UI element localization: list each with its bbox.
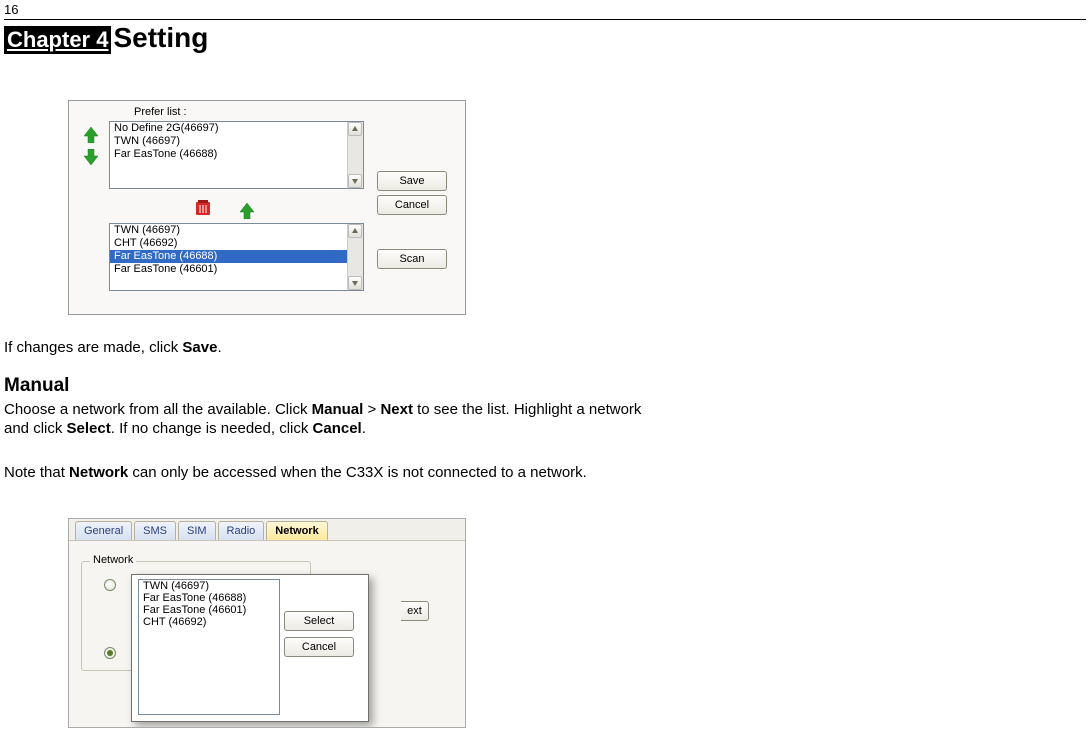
text-bold: Select — [67, 420, 111, 437]
radio-option-2[interactable] — [104, 647, 116, 659]
text: . If no change is needed, click — [111, 420, 313, 437]
prefer-list-label: Prefer list : — [134, 106, 187, 118]
paragraph: If changes are made, click Save. — [4, 338, 644, 357]
list-item[interactable]: No Define 2G(46697) — [110, 122, 363, 135]
text: Choose a network from all the available.… — [4, 401, 312, 418]
add-up-button[interactable] — [240, 203, 254, 219]
paragraph: Choose a network from all the available.… — [4, 400, 644, 438]
move-up-button[interactable] — [84, 127, 98, 143]
text: Note that — [4, 464, 69, 481]
scrollbar[interactable] — [347, 122, 363, 188]
text-bold: Next — [380, 401, 413, 418]
chapter-header: Chapter 4 Setting — [4, 22, 208, 54]
list-item[interactable]: Far EasTone (46601) — [139, 604, 279, 616]
network-select-popup: TWN (46697)Far EasTone (46688)Far EasTon… — [131, 574, 369, 722]
text: If changes are made, click — [4, 339, 182, 356]
text: . — [217, 339, 221, 356]
arrow-up-icon — [240, 203, 254, 219]
list-item[interactable]: TWN (46697) — [139, 580, 279, 592]
chapter-label: Chapter 4 — [4, 26, 111, 54]
manual-heading: Manual — [4, 374, 644, 398]
tab-radio[interactable]: Radio — [218, 521, 265, 540]
arrow-up-icon — [84, 127, 98, 143]
select-button[interactable]: Select — [284, 611, 354, 631]
list-item[interactable]: Far EasTone (46688) — [110, 250, 363, 263]
popup-listbox[interactable]: TWN (46697)Far EasTone (46688)Far EasTon… — [138, 579, 280, 715]
text-bold: Network — [69, 464, 128, 481]
delete-icon — [194, 199, 212, 217]
tab-network[interactable]: Network — [266, 521, 327, 540]
page-number: 16 — [4, 2, 18, 17]
list-item[interactable]: Far EasTone (46688) — [110, 148, 363, 161]
network-tab-dialog: GeneralSMSSIMRadioNetwork Network ext TW… — [68, 518, 466, 728]
list-item[interactable]: Far EasTone (46601) — [110, 263, 363, 276]
tab-sms[interactable]: SMS — [134, 521, 176, 540]
transfer-buttons — [194, 199, 254, 222]
move-down-button[interactable] — [84, 149, 98, 165]
list-item[interactable]: TWN (46697) — [110, 135, 363, 148]
text: can only be accessed when the C33X is no… — [128, 464, 587, 481]
next-button-fragment[interactable]: ext — [401, 601, 429, 621]
paragraph: Note that Network can only be accessed w… — [4, 463, 644, 482]
scroll-down-icon[interactable] — [348, 174, 362, 188]
text-bold: Cancel — [313, 420, 362, 437]
available-listbox[interactable]: TWN (46697)CHT (46692)Far EasTone (46688… — [109, 223, 364, 291]
fieldset-label: Network — [90, 554, 136, 566]
scroll-down-icon[interactable] — [348, 276, 362, 290]
list-item[interactable]: CHT (46692) — [139, 616, 279, 628]
remove-button[interactable] — [194, 199, 212, 222]
prefer-listbox[interactable]: No Define 2G(46697)TWN (46697)Far EasTon… — [109, 121, 364, 189]
list-item[interactable]: Far EasTone (46688) — [139, 592, 279, 604]
cancel-button[interactable]: Cancel — [284, 637, 354, 657]
prefer-list-dialog: Prefer list : No Define 2G(46697)TWN (46… — [68, 100, 466, 315]
list-item[interactable]: TWN (46697) — [110, 224, 363, 237]
scroll-up-icon[interactable] — [348, 122, 362, 136]
scroll-up-icon[interactable] — [348, 224, 362, 238]
tab-general[interactable]: General — [75, 521, 132, 540]
text-bold: Save — [182, 339, 217, 356]
arrow-down-icon — [84, 149, 98, 165]
radio-option-1[interactable] — [104, 579, 116, 591]
cancel-button[interactable]: Cancel — [377, 195, 447, 215]
save-button[interactable]: Save — [377, 171, 447, 191]
text: > — [363, 401, 380, 418]
list-item[interactable]: CHT (46692) — [110, 237, 363, 250]
tab-bar: GeneralSMSSIMRadioNetwork — [69, 519, 465, 541]
scan-button[interactable]: Scan — [377, 249, 447, 269]
header-rule — [4, 19, 1086, 20]
tab-sim[interactable]: SIM — [178, 521, 216, 540]
scrollbar[interactable] — [347, 224, 363, 290]
chapter-title: Setting — [113, 22, 208, 54]
text-bold: Manual — [312, 401, 364, 418]
text: . — [362, 420, 366, 437]
